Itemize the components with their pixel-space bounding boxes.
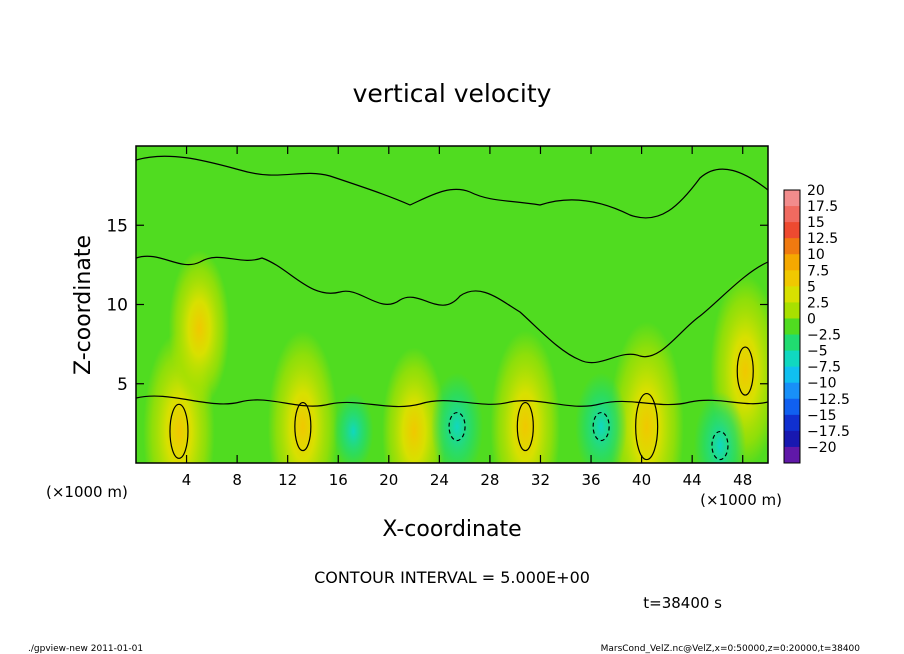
colorbar-label: 0 (807, 311, 816, 327)
updraft-region (490, 330, 561, 463)
x-axis-label: X-coordinate (382, 517, 521, 542)
x-tick-label: 44 (683, 471, 702, 489)
x-axis: 4 8 12 16 20 24 28 32 36 40 44 48 (182, 146, 752, 489)
colorbar-label: 10 (807, 247, 825, 263)
x-tick-label: 4 (182, 471, 192, 489)
y-tick-label: 15 (106, 216, 128, 236)
colorbar-label: 5 (807, 279, 816, 295)
updraft-region (267, 330, 338, 463)
y-tick-label: 10 (106, 296, 128, 316)
colorbar-label: −7.5 (807, 360, 841, 376)
downdraft-region (431, 372, 484, 463)
colorbar-label: −10 (807, 376, 837, 392)
colorbar-swatch (784, 398, 800, 416)
downdraft-region (333, 392, 374, 463)
colorbar-swatch (784, 254, 800, 271)
colorbar-label: −20 (807, 440, 837, 456)
downdraft-region (693, 391, 746, 463)
updraft-region (609, 321, 684, 463)
contour-interval-text: CONTOUR INTERVAL = 5.000E+00 (314, 568, 590, 587)
x-tick-label: 48 (733, 471, 752, 489)
colorbar-label: −2.5 (807, 328, 841, 344)
colorbar-label: 20 (807, 183, 825, 199)
contour-cells (169, 346, 754, 461)
x-tick-label: 36 (581, 471, 600, 489)
colorbar-label: 17.5 (807, 199, 838, 215)
footer-left: ./gpview-new 2011-01-01 (28, 644, 143, 654)
colorbar-swatch (784, 350, 800, 368)
colorbar-label: −5 (807, 344, 828, 360)
y-tick-label: 5 (117, 375, 128, 395)
colorbar-label: −12.5 (807, 392, 850, 408)
contour-positive (169, 403, 189, 459)
colorbar-swatch (784, 190, 800, 207)
colorbar-swatch (784, 238, 800, 255)
contour-zero-bottom (136, 395, 768, 408)
x-unit-left: (×1000 m) (46, 483, 128, 501)
contour-negative (711, 430, 729, 461)
contour-positive (516, 401, 534, 452)
velocity-field (143, 250, 768, 463)
colorbar-swatch (784, 302, 800, 319)
colorbar-swatch (784, 286, 800, 303)
contour-negative (448, 411, 466, 442)
updraft-region (168, 250, 230, 407)
contour-positive (736, 346, 754, 396)
plot-area (135, 145, 769, 464)
chart-title: vertical velocity (353, 79, 552, 108)
x-tick-label: 8 (232, 471, 242, 489)
contour-zero-upper (136, 155, 768, 219)
colorbar-swatch (784, 446, 800, 464)
colorbar-label: −15 (807, 408, 837, 424)
time-label: t=38400 s (643, 594, 722, 612)
colorbar-swatch (784, 270, 800, 287)
colorbar-swatch (784, 206, 800, 223)
colorbar-label: 12.5 (807, 231, 838, 247)
x-tick-label: 32 (531, 471, 550, 489)
x-unit-right: (×1000 m) (700, 491, 782, 509)
colorbar-label: 2.5 (807, 295, 829, 311)
x-tick-label: 16 (329, 471, 348, 489)
x-tick-label: 28 (480, 471, 499, 489)
x-tick-label: 20 (379, 471, 398, 489)
colorbar-label: −17.5 (807, 424, 850, 440)
colorbar: 2017.51512.5107.552.50−2.5−5−7.5−10−12.5… (783, 183, 850, 464)
contour-negative (592, 411, 610, 442)
colorbar-label: 7.5 (807, 263, 829, 279)
colorbar-label: 15 (807, 215, 825, 231)
contour-zero-lower (136, 255, 768, 364)
colorbar-swatch (784, 366, 800, 384)
footer-right: MarsCond_VelZ.nc@VelZ,x=0:50000,z=0:2000… (601, 644, 861, 654)
y-axis: 5 10 15 (106, 216, 768, 395)
colorbar-swatch (784, 382, 800, 400)
zero-contours (136, 155, 768, 408)
colorbar-swatch (784, 334, 800, 352)
colorbar-frame (783, 189, 801, 464)
contour-positive (635, 392, 659, 461)
x-tick-label: 24 (430, 471, 449, 489)
colorbar-swatch (784, 414, 800, 432)
y-axis-label: Z-coordinate (71, 235, 96, 375)
colorbar-swatch (784, 430, 800, 448)
colorbar-swatch (784, 318, 800, 336)
downdraft-region (575, 372, 628, 463)
colorbar-swatch (784, 222, 800, 239)
x-tick-label: 12 (278, 471, 297, 489)
contour-positive (294, 401, 312, 452)
x-tick-label: 40 (632, 471, 651, 489)
